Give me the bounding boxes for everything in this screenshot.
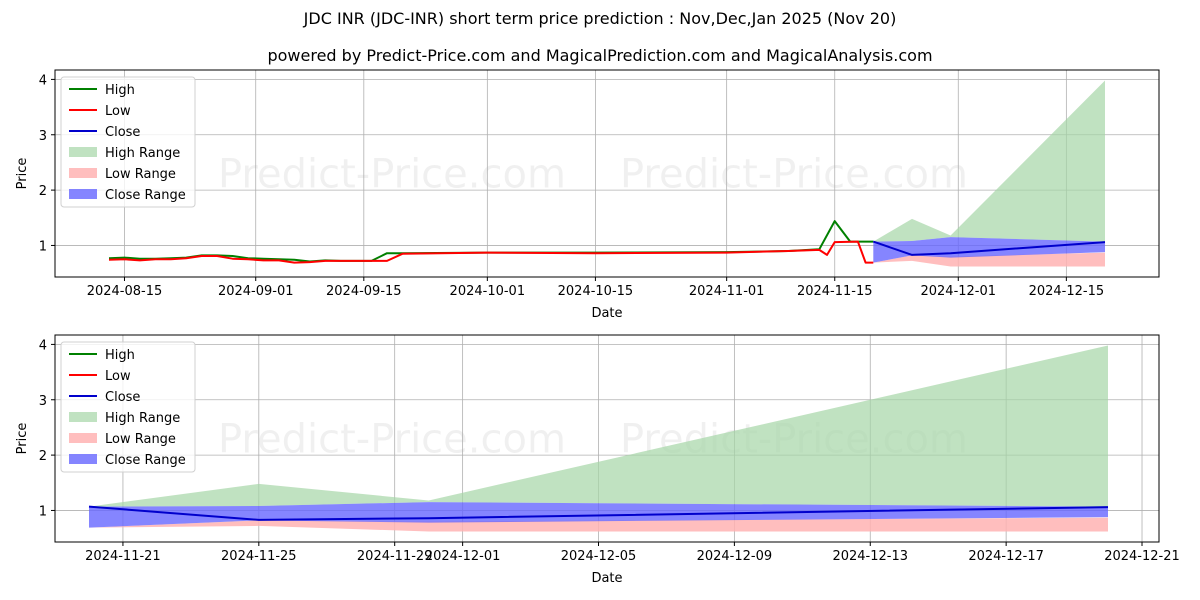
legend-item-high: High — [69, 83, 135, 98]
legend-label: Close Range — [105, 188, 186, 203]
x-tick-label: 2024-11-25 — [221, 549, 297, 564]
y-axis-label: Price — [15, 158, 30, 190]
x-tick-label: 2024-11-01 — [689, 284, 765, 299]
x-axis-ticks: 2024-11-21 2024-11-25 2024-11-292024-12-01… — [85, 542, 1180, 564]
y-tick-label: 4 — [39, 73, 47, 88]
close-line — [872, 240, 1106, 256]
x-tick-label: 2024-11-21 — [85, 549, 161, 564]
x-tick-label: 2024-10-01 — [450, 284, 526, 299]
x-axis-label: Date — [591, 306, 622, 321]
svg-text:Predict-Price.com: Predict-Price.com — [620, 152, 968, 198]
x-tick-label: 2024-10-15 — [558, 284, 634, 299]
legend: High Low Close High Range Low Range Close Ran… — [60, 76, 196, 208]
high-line — [108, 220, 874, 263]
x-axis-ticks: 2024-08-15 2024-09-01 2024-09-15 2024-10-01… — [87, 277, 1104, 299]
y-axis-ticks: 1 2 3 4 — [39, 338, 55, 519]
y-tick-label: 3 — [39, 129, 47, 144]
x-tick-label: 2024-12-09 — [697, 549, 773, 564]
price-lines — [88, 505, 1109, 521]
legend-item-low: Low — [69, 104, 131, 119]
axes-frame — [54, 69, 1160, 278]
x-tick-label: 2024-08-15 — [87, 284, 163, 299]
legend-label: Low Range — [105, 432, 176, 447]
chart-title: JDC INR (JDC-INR) short term price predi… — [303, 9, 897, 28]
watermark: Predict-Price.com Predict-Price.com — [218, 152, 968, 198]
x-tick-label: 2024-12-21 — [1104, 549, 1180, 564]
price-lines — [108, 220, 1106, 264]
legend-item-close: Close — [69, 390, 140, 405]
bottom-forecast-chart: Predict-Price.comPredict-Price.com2024-1… — [15, 334, 1180, 586]
x-tick-label: 2024-12-05 — [561, 549, 637, 564]
legend-label: High Range — [105, 411, 180, 426]
legend-label: High — [105, 83, 135, 98]
y-tick-label: 3 — [39, 394, 47, 409]
y-tick-label: 4 — [39, 338, 47, 353]
legend-item-high: High — [69, 348, 135, 363]
legend-label: Low Range — [105, 167, 176, 182]
legend-item-high-range: High Range — [69, 146, 180, 161]
y-tick-label: 2 — [39, 184, 47, 199]
legend-label: Close — [105, 125, 140, 140]
x-tick-label: 2024-12-01 — [920, 284, 996, 299]
legend-label: High Range — [105, 146, 180, 161]
legend-label: Close Range — [105, 453, 186, 468]
high-range-area — [873, 80, 1105, 242]
legend-item-close: Close — [69, 125, 140, 140]
close-line — [88, 505, 1109, 521]
chart-subtitle: powered by Predict-Price.com and Magical… — [267, 46, 933, 65]
x-tick-label: 2024-09-15 — [326, 284, 402, 299]
top-price-chart: Predict-Price.com Predict-Price.com 2024-0… — [15, 69, 1160, 321]
legend-label: Low — [105, 104, 131, 119]
x-tick-label: 2024-12-17 — [968, 549, 1044, 564]
axes-frame — [54, 334, 1160, 543]
legend-label: Low — [105, 369, 131, 384]
x-tick-label: 2024-12-01 — [425, 549, 501, 564]
legend-label: High — [105, 348, 135, 363]
low-line — [108, 240, 874, 264]
legend-item-low-range: Low Range — [69, 432, 176, 447]
legend: High Low Close High Range Low Range Close Ran… — [60, 341, 196, 473]
x-tick-label: 2024-09-01 — [218, 284, 294, 299]
y-tick-label: 1 — [39, 504, 47, 519]
legend-item-low: Low — [69, 369, 131, 384]
x-axis-label: Date — [591, 571, 622, 586]
x-tick-label: 2024-11-15 — [797, 284, 873, 299]
y-axis-label: Price — [15, 423, 30, 455]
y-tick-label: 1 — [39, 239, 47, 254]
x-tick-label: 2024-12-15 — [1029, 284, 1105, 299]
legend-item-high-range: High Range — [69, 411, 180, 426]
x-tick-label: 2024-12-13 — [832, 549, 908, 564]
legend-label: Close — [105, 390, 140, 405]
legend-item-close-range: Close Range — [69, 453, 186, 468]
legend-item-close-range: Close Range — [69, 188, 186, 203]
y-tick-label: 2 — [39, 449, 47, 464]
high-range-area — [89, 345, 1108, 507]
legend-item-low-range: Low Range — [69, 167, 176, 182]
y-axis-ticks: 1 2 3 4 — [39, 73, 55, 254]
svg-text:Predict-Price.com: Predict-Price.com — [218, 152, 566, 198]
svg-text:Predict-Price.com: Predict-Price.com — [218, 417, 566, 463]
x-tick-label: 2024-11-29 — [357, 549, 433, 564]
